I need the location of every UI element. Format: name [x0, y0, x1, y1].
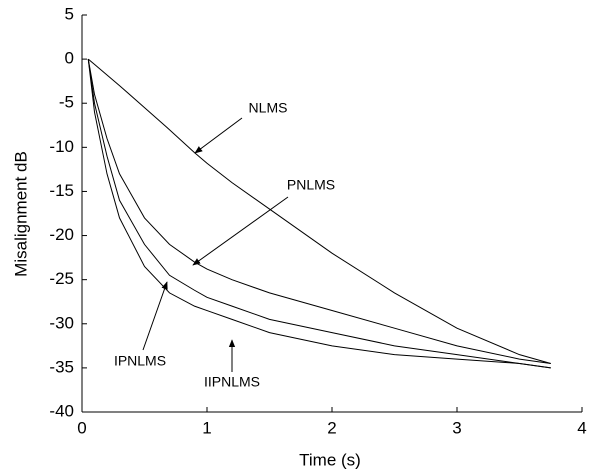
annotation-label: IPNLMS [114, 353, 166, 369]
y-tick-label: 0 [65, 49, 74, 68]
annotation-label: NLMS [249, 100, 288, 116]
y-tick-label: -40 [49, 401, 74, 420]
y-tick-label: -5 [59, 93, 74, 112]
x-axis-label: Time (s) [299, 450, 361, 469]
x-tick-label: 1 [202, 418, 211, 437]
series-line [87, 58, 551, 364]
annotation-label: PNLMS [287, 177, 335, 193]
x-tick-label: 3 [452, 418, 461, 437]
x-tick-label: 4 [577, 418, 586, 437]
annotation-arrow [142, 281, 168, 351]
series-line [87, 59, 551, 369]
x-tick-label: 2 [327, 418, 336, 437]
y-axis-label: Misalignment dB [11, 151, 30, 277]
annotation-label: IIPNLMS [204, 374, 260, 390]
y-tick-label: -30 [49, 313, 74, 332]
y-tick-label: -15 [49, 181, 74, 200]
y-tick-label: -10 [49, 137, 74, 156]
y-tick-label: -35 [49, 357, 74, 376]
annotation-arrow [194, 117, 243, 154]
series-line [87, 59, 551, 364]
x-tick-label: 0 [77, 418, 86, 437]
annotation-arrow [192, 196, 289, 266]
series-line [87, 59, 551, 369]
y-tick-label: 5 [65, 4, 74, 23]
y-tick-label: -25 [49, 269, 74, 288]
y-tick-label: -20 [49, 225, 74, 244]
